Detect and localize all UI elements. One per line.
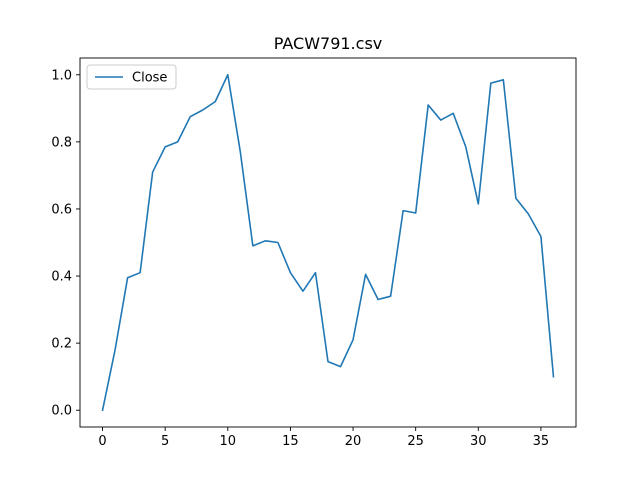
x-tick-label: 10 (220, 434, 237, 449)
plot-area (101, 73, 555, 412)
x-tick-label: 0 (98, 434, 106, 449)
y-tick-label: 0.8 (51, 135, 72, 150)
axes: 0 5 10 15 20 25 30 35 0.0 0.2 0.4 0.6 0.8 1.0 (51, 57, 577, 449)
x-tick-label: 25 (407, 434, 424, 449)
x-tick-label: 5 (161, 434, 169, 449)
legend-label: Close (132, 71, 167, 86)
y-tick-label: 1.0 (51, 68, 72, 83)
x-tick-label: 20 (345, 434, 362, 449)
chart-title: PACW791.csv (274, 34, 383, 53)
y-tick-label: 0.0 (51, 404, 72, 419)
y-tick-label: 0.6 (51, 202, 72, 217)
y-tick-label: 0.4 (51, 270, 72, 285)
series-line-close (101, 73, 555, 412)
x-tick-label: 15 (282, 434, 299, 449)
legend-box (86, 64, 177, 90)
x-tick-label: 35 (533, 434, 550, 449)
y-tick-label: 0.2 (51, 337, 72, 352)
x-tick-label: 30 (470, 434, 487, 449)
axes-frame (79, 57, 577, 428)
legend: Close (86, 64, 177, 90)
